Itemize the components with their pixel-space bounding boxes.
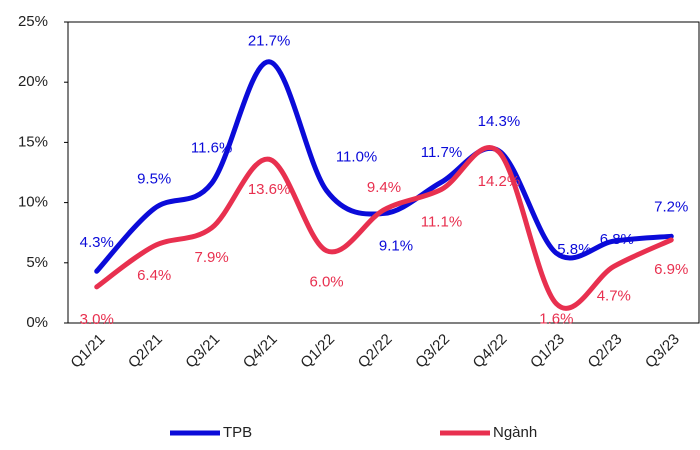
- data-label: 6.9%: [654, 261, 688, 278]
- x-tick-label: Q1/21: [67, 331, 108, 372]
- data-label: 6.8%: [600, 231, 634, 248]
- data-label: 11.6%: [191, 139, 232, 156]
- legend-label: Ngành: [493, 424, 537, 441]
- y-tick-label: 15%: [18, 133, 48, 150]
- data-label: 5.8%: [557, 241, 591, 258]
- x-tick-label: Q2/21: [125, 331, 166, 372]
- x-tick-label: Q1/22: [297, 331, 338, 372]
- series-line: [94, 145, 674, 311]
- y-tick-label: 5%: [26, 254, 48, 271]
- x-tick-label: Q3/21: [182, 331, 223, 372]
- x-tick-label: Q3/22: [412, 331, 453, 372]
- data-label: 11.1%: [421, 213, 462, 230]
- series-line: [94, 59, 674, 274]
- x-tick-label: Q4/22: [470, 331, 511, 372]
- data-label: 9.1%: [379, 237, 413, 254]
- data-label: 9.5%: [137, 171, 171, 188]
- data-label: 13.6%: [248, 181, 291, 198]
- data-label: 14.2%: [478, 173, 521, 190]
- y-tick-label: 10%: [18, 194, 48, 211]
- y-tick-label: 25%: [18, 13, 48, 30]
- data-label: 11.0%: [336, 149, 377, 166]
- x-tick-label: Q1/23: [527, 331, 568, 372]
- data-label: 3.0%: [80, 311, 114, 328]
- data-label: 1.6%: [539, 311, 573, 328]
- data-label: 4.3%: [80, 234, 114, 251]
- legend-label: TPB: [223, 424, 252, 441]
- data-label: 21.7%: [248, 33, 291, 50]
- plot-frame: [67, 21, 700, 324]
- data-label: 4.7%: [597, 287, 631, 304]
- data-label: 9.4%: [367, 179, 401, 196]
- y-tick-label: 20%: [18, 73, 48, 90]
- y-tick-label: 0%: [26, 314, 48, 331]
- x-tick-label: Q4/21: [240, 331, 281, 372]
- data-label: 7.2%: [654, 198, 688, 215]
- data-label: 6.4%: [137, 267, 171, 284]
- data-label: 6.0%: [309, 274, 343, 291]
- x-tick-label: Q2/23: [585, 331, 626, 372]
- x-tick-label: Q2/22: [355, 331, 396, 372]
- x-tick-label: Q3/23: [642, 331, 683, 372]
- data-label: 14.3%: [478, 113, 521, 130]
- data-label: 7.9%: [195, 249, 229, 266]
- data-label: 11.7%: [421, 144, 462, 161]
